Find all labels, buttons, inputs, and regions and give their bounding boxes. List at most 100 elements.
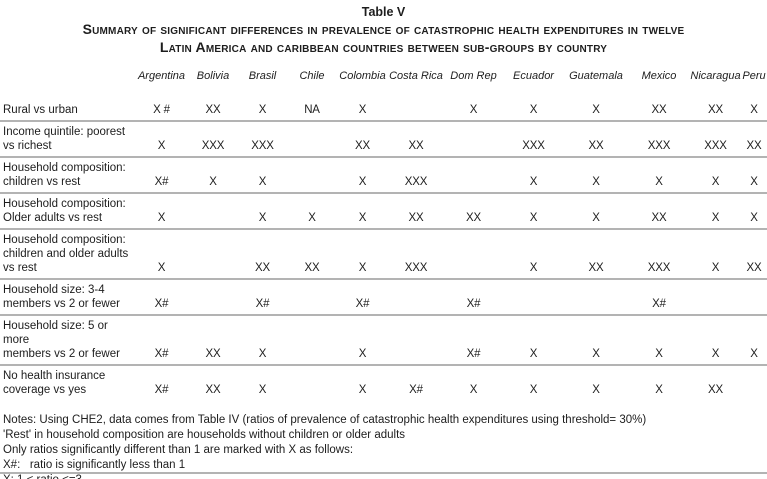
significance-mark [741, 279, 767, 316]
column-header-argentina: Argentina [137, 70, 186, 82]
significance-mark: XX [238, 229, 287, 280]
significance-mark: X [238, 315, 287, 366]
significance-mark: XX [741, 121, 767, 158]
significance-mark: XXX [690, 121, 741, 158]
significance-mark: XXX [503, 121, 564, 158]
significance-mark [287, 121, 337, 158]
table-row: Household composition: children vs rest X#… [0, 157, 767, 194]
significance-mark [287, 365, 337, 400]
significance-mark: X [503, 100, 564, 122]
significance-mark [444, 229, 503, 280]
significance-mark: XX [188, 315, 238, 366]
column-header-peru: Peru [742, 70, 766, 82]
significance-mark [564, 279, 628, 316]
significance-mark: X# [337, 279, 388, 316]
significance-mark: XX [564, 121, 628, 158]
significance-mark: X# [444, 315, 503, 366]
column-header-mexico: Mexico [641, 70, 677, 82]
table-row: Rural vs urban X # XX X NA X X X X XX XX X [0, 100, 767, 122]
header-corner-cell [0, 64, 135, 100]
significance-mark: X# [444, 279, 503, 316]
significance-mark [503, 279, 564, 316]
significance-mark: X [358, 384, 367, 396]
row-label-line: Household composition: [3, 234, 126, 246]
note-line: Notes: Using CHE2, data comes from Table… [3, 414, 647, 426]
significance-mark: X # [135, 100, 188, 122]
significance-mark: X [337, 100, 388, 122]
note-line: X#: ratio is significantly less than 1 [3, 459, 186, 471]
significance-mark [444, 121, 503, 158]
column-header-ecuador: Ecuador [513, 70, 554, 82]
title-block: Table V Summary of significant differenc… [0, 0, 767, 56]
significance-mark: X [564, 193, 628, 230]
country-header-row: Argentina Bolivia Brasil Chile Colombia Costa… [0, 64, 767, 100]
significance-mark: X# [409, 384, 423, 396]
column-header-colombia: Colombia [339, 70, 386, 82]
significance-mark [690, 279, 741, 316]
significance-mark [287, 279, 337, 316]
significance-mark: X [258, 384, 267, 396]
significance-mark: X [135, 229, 188, 280]
significance-mark: XX [337, 121, 388, 158]
significance-mark [287, 315, 337, 366]
significance-mark [188, 193, 238, 230]
significance-mark: X [741, 100, 767, 122]
significance-mark: XX [741, 229, 767, 280]
row-label-line: children and older adults [3, 248, 129, 260]
significance-mark: XXX [188, 121, 238, 158]
table-row: Income quintile: poorest vs richest X XXX XX… [0, 121, 767, 158]
significance-mark [188, 229, 238, 280]
significance-mark [188, 279, 238, 316]
column-header-brasil: Brasil [248, 70, 277, 82]
bottom-rule [0, 472, 767, 474]
table-row: Household composition: Older adults vs re… [0, 193, 767, 230]
significance-mark: X# [135, 315, 188, 366]
significance-mark: XX [628, 193, 690, 230]
note-line: Only ratios significantly different than… [3, 444, 354, 456]
table-row: No health insurance coverage vs yes X# XX X X… [0, 365, 767, 400]
significance-mark: X [238, 100, 287, 122]
significance-mark: X [188, 157, 238, 194]
significance-mark: XX [388, 121, 444, 158]
significance-mark: X# [135, 157, 188, 194]
significance-mark: XXX [388, 157, 444, 194]
significance-mark [388, 279, 444, 316]
row-label-line: Household size: 3-4 [3, 284, 105, 296]
significance-mark: X# [154, 384, 169, 396]
row-label-line: coverage vs yes [3, 384, 87, 396]
row-label-line: members vs 2 or fewer [3, 298, 120, 310]
note-line: X: 1 < ratio <=3 [3, 473, 767, 479]
significance-mark: XXX [388, 229, 444, 280]
significance-mark: XXX [238, 121, 287, 158]
note-line: 'Rest' in household composition are hous… [3, 429, 406, 441]
column-header-chile: Chile [299, 70, 325, 82]
significance-mark: X [690, 315, 741, 366]
significance-mark: NA [287, 100, 337, 122]
table-body: Rural vs urban X # XX X NA X X X X XX XX X Income qu… [0, 100, 767, 400]
significance-mark [388, 100, 444, 122]
significance-mark [287, 157, 337, 194]
row-label: Income quintile: poorest vs richest [0, 121, 135, 158]
significance-mark: X [564, 315, 628, 366]
column-header-dom-rep: Dom Rep [450, 70, 497, 82]
significance-mark: X [238, 157, 287, 194]
significance-mark: X [741, 193, 767, 230]
significance-mark: XX [564, 229, 628, 280]
significance-mark: X [529, 384, 538, 396]
column-header-bolivia: Bolivia [196, 70, 230, 82]
significance-mark: X [741, 315, 767, 366]
significance-mark: X [503, 193, 564, 230]
significance-mark: X [337, 229, 388, 280]
significance-mark: X [741, 157, 767, 194]
column-header-guatemala: Guatemala [569, 70, 623, 82]
significance-mark: X [337, 193, 388, 230]
significance-mark: XX [205, 384, 221, 396]
significance-mark [741, 365, 767, 400]
row-label: Household composition: children and older… [0, 229, 135, 280]
row-label: Household composition: Older adults vs re… [0, 193, 135, 230]
notes-block: Notes: Using CHE2, data comes from Table… [0, 413, 767, 479]
summary-table: Argentina Bolivia Brasil Chile Colombia Costa… [0, 64, 767, 400]
significance-mark: X [337, 157, 388, 194]
row-label-line: children vs rest [3, 176, 81, 188]
